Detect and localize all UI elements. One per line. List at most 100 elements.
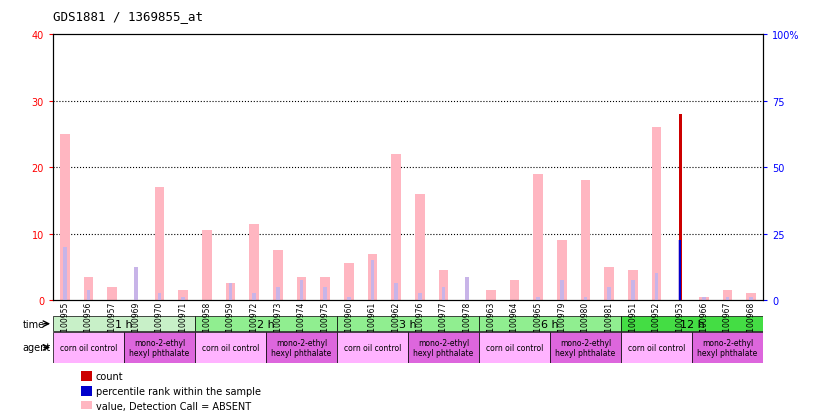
Bar [607, 287, 611, 300]
Text: GSM100977: GSM100977 [439, 301, 448, 347]
Bar [628, 271, 637, 300]
Bar [621, 316, 763, 332]
Bar [678, 241, 682, 300]
Bar [321, 277, 330, 300]
Bar [347, 297, 351, 300]
Bar [82, 372, 92, 382]
Text: corn oil control: corn oil control [60, 343, 118, 352]
Bar [124, 332, 195, 363]
Bar [226, 284, 235, 300]
Bar [408, 332, 479, 363]
Text: GSM100980: GSM100980 [581, 301, 590, 347]
Bar [370, 261, 375, 300]
Text: corn oil control: corn oil control [628, 343, 685, 352]
Bar [53, 332, 124, 363]
Text: GSM100981: GSM100981 [605, 301, 614, 347]
Bar [108, 287, 117, 300]
Bar [605, 267, 614, 300]
Bar [560, 280, 564, 300]
Text: 12 h: 12 h [680, 319, 704, 329]
Text: GSM100953: GSM100953 [676, 301, 685, 347]
Bar [702, 297, 706, 300]
Text: GSM100957: GSM100957 [108, 301, 117, 347]
Bar [337, 332, 408, 363]
Bar [679, 115, 681, 300]
Bar [82, 386, 92, 396]
Bar [250, 224, 259, 300]
Text: mono-2-ethyl
hexyl phthalate: mono-2-ethyl hexyl phthalate [556, 338, 615, 357]
Text: GSM100951: GSM100951 [628, 301, 637, 347]
Bar [679, 241, 681, 300]
Text: GSM100952: GSM100952 [652, 301, 661, 347]
Bar [557, 241, 566, 300]
Text: mono-2-ethyl
hexyl phthalate: mono-2-ethyl hexyl phthalate [414, 338, 473, 357]
Text: GSM100963: GSM100963 [486, 301, 495, 347]
Bar [654, 274, 659, 300]
Bar [179, 290, 188, 300]
Bar [84, 277, 93, 300]
Bar [692, 332, 763, 363]
Text: GSM100955: GSM100955 [60, 301, 69, 347]
Text: 1 h: 1 h [115, 319, 133, 329]
Text: GSM100964: GSM100964 [510, 301, 519, 347]
Bar [392, 154, 401, 300]
Bar [276, 287, 280, 300]
Bar [441, 287, 446, 300]
Text: GSM100972: GSM100972 [250, 301, 259, 347]
Bar [631, 280, 635, 300]
Text: GSM100968: GSM100968 [747, 301, 756, 347]
Text: value, Detection Call = ABSENT: value, Detection Call = ABSENT [95, 401, 251, 411]
Text: 2 h: 2 h [257, 319, 275, 329]
Text: GSM100962: GSM100962 [392, 301, 401, 347]
Text: 3 h: 3 h [399, 319, 417, 329]
Text: GSM100966: GSM100966 [699, 301, 708, 347]
Bar [228, 284, 233, 300]
Text: GSM100978: GSM100978 [463, 301, 472, 347]
Bar [53, 316, 195, 332]
Text: GDS1881 / 1369855_at: GDS1881 / 1369855_at [53, 10, 203, 23]
Bar [202, 231, 211, 300]
Bar [534, 174, 543, 300]
Text: GSM100959: GSM100959 [226, 301, 235, 347]
Text: GSM100970: GSM100970 [155, 301, 164, 347]
Text: time: time [22, 319, 44, 329]
Bar [723, 290, 732, 300]
Bar [749, 297, 753, 300]
Text: GSM100960: GSM100960 [344, 301, 353, 347]
Text: GSM100974: GSM100974 [297, 301, 306, 347]
Bar [486, 290, 495, 300]
Text: GSM100979: GSM100979 [557, 301, 566, 347]
Bar [266, 332, 337, 363]
Bar [439, 271, 448, 300]
Bar [699, 297, 708, 300]
Text: percentile rank within the sample: percentile rank within the sample [95, 386, 260, 396]
Bar [297, 277, 306, 300]
Bar [479, 332, 550, 363]
Text: GSM100976: GSM100976 [415, 301, 424, 347]
Text: corn oil control: corn oil control [202, 343, 259, 352]
Text: agent: agent [22, 342, 51, 353]
Bar [418, 294, 422, 300]
Text: corn oil control: corn oil control [344, 343, 401, 352]
Text: mono-2-ethyl
hexyl phthalate: mono-2-ethyl hexyl phthalate [698, 338, 757, 357]
Bar [195, 332, 266, 363]
Bar [60, 135, 69, 300]
Bar [323, 287, 327, 300]
Bar [581, 181, 590, 300]
Text: GSM100965: GSM100965 [534, 301, 543, 347]
Bar [415, 194, 424, 300]
Text: GSM100975: GSM100975 [321, 301, 330, 347]
Bar [157, 294, 162, 300]
Bar [337, 316, 479, 332]
Text: GSM100973: GSM100973 [273, 301, 282, 347]
Text: GSM100958: GSM100958 [202, 301, 211, 347]
Text: mono-2-ethyl
hexyl phthalate: mono-2-ethyl hexyl phthalate [272, 338, 331, 357]
Bar [621, 332, 692, 363]
Text: GSM100967: GSM100967 [723, 301, 732, 347]
Text: mono-2-ethyl
hexyl phthalate: mono-2-ethyl hexyl phthalate [130, 338, 189, 357]
Bar [479, 316, 621, 332]
Text: corn oil control: corn oil control [486, 343, 543, 352]
Bar [394, 284, 398, 300]
Bar [465, 277, 469, 300]
Bar [652, 128, 661, 300]
